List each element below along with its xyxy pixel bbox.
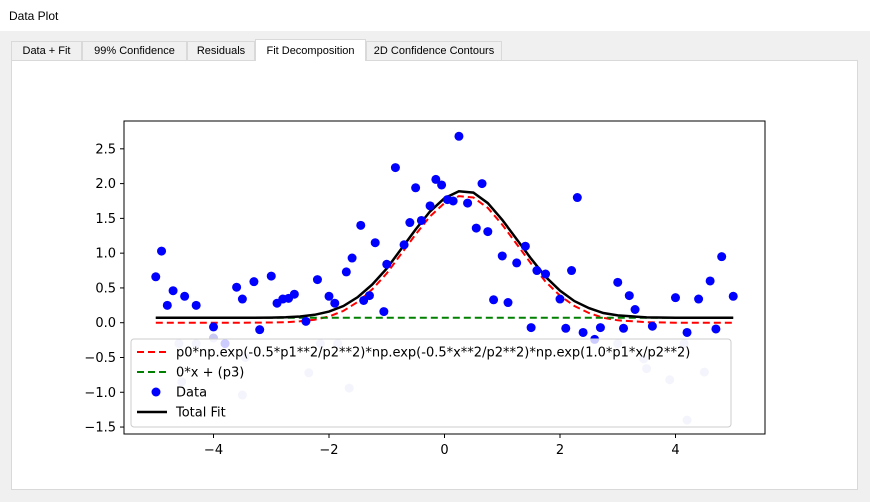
data-point: [390, 163, 400, 173]
data-point: [705, 276, 715, 286]
data-points-layer: [151, 131, 738, 349]
legend-label-2: Data: [176, 386, 207, 401]
x-tick-label: −2: [319, 443, 338, 458]
data-point: [448, 196, 458, 206]
data-point: [341, 267, 351, 277]
title-bar: Data Plot: [0, 0, 870, 31]
legend-label-0: p0*np.exp(-0.5*p1**2/p2**2)*np.exp(-0.5*…: [176, 346, 690, 361]
tab-2d-confidence-contours[interactable]: 2D Confidence Contours: [366, 41, 502, 60]
data-point: [237, 294, 247, 304]
data-point: [379, 307, 389, 317]
data-point: [630, 304, 640, 314]
tab-data-fit[interactable]: Data + Fit: [11, 41, 82, 60]
y-tick-label: 0.5: [95, 281, 116, 296]
data-point: [364, 291, 374, 301]
data-point: [249, 277, 259, 287]
data-point: [489, 295, 499, 305]
data-point: [578, 327, 588, 337]
data-point: [711, 324, 721, 334]
data-point: [624, 291, 634, 301]
data-point: [555, 294, 565, 304]
data-point: [572, 193, 582, 203]
data-point: [503, 298, 513, 308]
data-point: [717, 252, 727, 262]
data-point: [497, 251, 507, 261]
legend-label-3: Total Fit: [175, 406, 226, 421]
data-point: [180, 291, 190, 301]
data-point: [682, 327, 692, 337]
data-point: [324, 291, 334, 301]
tab-99-confidence[interactable]: 99% Confidence: [82, 41, 187, 60]
data-point: [347, 253, 357, 263]
data-point: [191, 300, 201, 310]
legend-box: [130, 338, 732, 428]
y-tick-label: 0.0: [95, 316, 116, 331]
data-point: [619, 323, 629, 333]
x-tick-label: 2: [556, 443, 564, 458]
data-point: [162, 300, 172, 310]
data-point: [382, 259, 392, 269]
data-point: [477, 179, 487, 189]
data-point: [541, 269, 551, 279]
data-point: [301, 316, 311, 326]
legend-marker-data: [151, 387, 161, 397]
tab-residuals[interactable]: Residuals: [187, 41, 255, 60]
data-point: [512, 258, 522, 268]
y-tick-label: 1.0: [95, 247, 116, 262]
data-point: [454, 131, 464, 141]
data-point: [289, 289, 299, 299]
data-point: [613, 277, 623, 287]
x-tick-label: 0: [440, 443, 448, 458]
data-point: [416, 215, 426, 225]
y-tick-label: 2.0: [95, 177, 116, 192]
data-point: [728, 291, 738, 301]
data-point: [157, 246, 167, 256]
data-point: [356, 220, 366, 230]
data-point: [483, 227, 493, 237]
data-point: [405, 218, 415, 228]
data-point: [168, 286, 178, 296]
data-point: [399, 240, 409, 250]
data-point: [670, 293, 680, 303]
data-point: [520, 241, 530, 251]
data-point: [595, 323, 605, 333]
data-point: [463, 198, 473, 208]
x-tick-label: 4: [671, 443, 679, 458]
tab-fit-decomposition[interactable]: Fit Decomposition: [255, 39, 366, 61]
data-point: [151, 272, 161, 282]
data-point: [330, 298, 340, 308]
data-point: [370, 238, 380, 248]
data-point: [437, 180, 447, 190]
data-point: [694, 294, 704, 304]
data-point: [532, 266, 542, 276]
data-point: [232, 282, 242, 292]
data-point: [312, 275, 322, 285]
data-point: [425, 201, 435, 211]
data-point: [471, 223, 481, 233]
y-tick-label: −1.5: [84, 421, 116, 436]
legend-label-1: 0*x + (p3): [176, 366, 244, 381]
series-line-0: [155, 195, 734, 324]
data-point: [431, 174, 441, 184]
axes-layer: −4 −2 0 2 4 −1.5 −1.0 −0.5 0.0 0.5 1.0 1.5 2.0 2.5: [84, 120, 766, 458]
data-point: [255, 325, 265, 335]
data-point: [647, 321, 657, 331]
y-tick-label: 2.5: [95, 142, 116, 157]
data-point: [561, 323, 571, 333]
data-point: [266, 271, 276, 281]
data-point: [411, 183, 421, 193]
legend: p0*np.exp(-0.5*p1**2/p2**2)*np.exp(-0.5*…: [130, 338, 732, 428]
y-tick-label: 1.5: [95, 212, 116, 227]
y-tick-label: −0.5: [84, 351, 116, 366]
y-tick-label: −1.0: [84, 386, 116, 401]
data-point: [567, 266, 577, 276]
x-tick-label: −4: [204, 443, 223, 458]
window-title: Data Plot: [9, 9, 59, 23]
data-point: [526, 323, 536, 333]
data-point: [209, 322, 219, 332]
